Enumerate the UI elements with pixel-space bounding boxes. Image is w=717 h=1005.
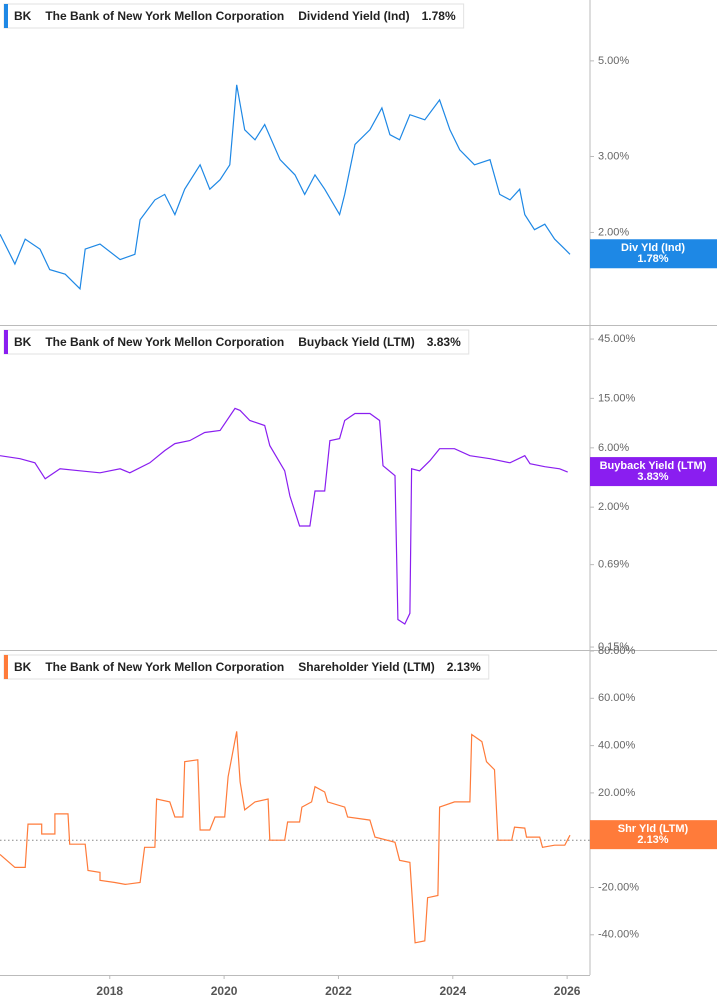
- x-tick-label: 2018: [96, 984, 123, 998]
- x-tick-label: 2020: [211, 984, 238, 998]
- y-tick-label: 60.00%: [598, 692, 636, 704]
- y-tick-label: 20.00%: [598, 787, 636, 799]
- last-value-badge: [590, 239, 717, 269]
- header-text: BK: [14, 335, 32, 349]
- header-color-bar: [4, 330, 8, 354]
- badge-value: 1.78%: [637, 253, 668, 265]
- y-tick-label: 0.15%: [598, 641, 629, 653]
- panel-header: BK The Bank of New York Mellon Corporatio…: [3, 329, 470, 355]
- y-tick-label: 0.69%: [598, 559, 629, 571]
- series-line: [0, 407, 568, 625]
- header-text: The Bank of New York Mellon Corporation: [45, 9, 284, 23]
- series-line: [0, 84, 571, 291]
- header-box: [3, 329, 470, 355]
- y-tick-label: 45.00%: [598, 333, 636, 345]
- panel-header: BK The Bank of New York Mellon Corporatio…: [3, 654, 490, 680]
- header-text: The Bank of New York Mellon Corporation: [45, 335, 284, 349]
- y-tick-label: -40.00%: [598, 929, 639, 941]
- last-value-badge: [590, 820, 717, 850]
- header-text: Shareholder Yield (LTM): [298, 660, 434, 674]
- y-tick-label: 5.00%: [598, 55, 629, 67]
- header-text: BK: [14, 660, 32, 674]
- y-tick-label: 15.00%: [598, 392, 636, 404]
- header-text: The Bank of New York Mellon Corporation: [45, 660, 284, 674]
- y-tick-label: 2.00%: [598, 501, 629, 513]
- last-value-badge: [590, 457, 717, 487]
- badge-name: Div Yld (Ind): [621, 242, 685, 254]
- x-tick-label: 2022: [325, 984, 352, 998]
- y-tick-label: 3.00%: [598, 150, 629, 162]
- badge-name: Shr Yld (LTM): [618, 823, 689, 835]
- header-text: 2.13%: [447, 660, 481, 674]
- header-text: Buyback Yield (LTM): [298, 335, 414, 349]
- y-tick-label: 2.00%: [598, 226, 629, 238]
- x-tick-label: 2026: [554, 984, 581, 998]
- header-text: 1.78%: [422, 9, 456, 23]
- badge-value: 3.83%: [637, 471, 668, 483]
- header-text: BK: [14, 9, 32, 23]
- badge-name: Buyback Yield (LTM): [600, 460, 707, 472]
- x-tick-label: 2024: [439, 984, 466, 998]
- header-text: Dividend Yield (Ind): [298, 9, 409, 23]
- y-tick-label: -20.00%: [598, 881, 639, 893]
- header-color-bar: [4, 655, 8, 679]
- header-color-bar: [4, 4, 8, 28]
- header-text: 3.83%: [427, 335, 461, 349]
- y-tick-label: 80.00%: [598, 645, 636, 657]
- panel-header: BK The Bank of New York Mellon Corporatio…: [3, 3, 465, 29]
- badge-value: 2.13%: [637, 834, 668, 846]
- series-line: [0, 731, 571, 944]
- y-tick-label: 6.00%: [598, 442, 629, 454]
- y-tick-label: 40.00%: [598, 740, 636, 752]
